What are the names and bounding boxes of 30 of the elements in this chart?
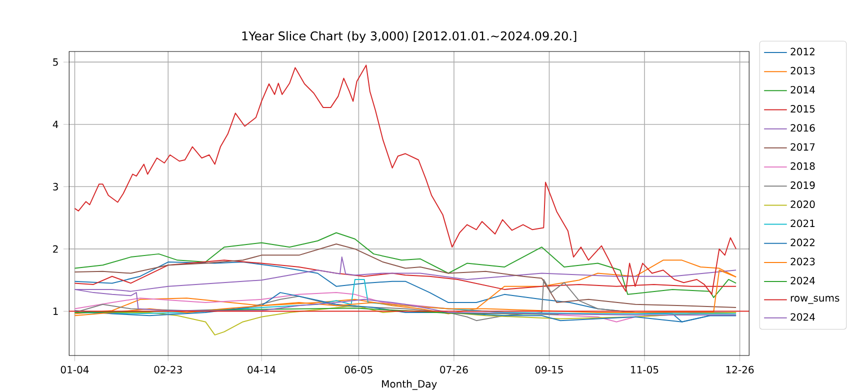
- legend-label: 2023: [790, 258, 815, 266]
- legend-label: 2013: [790, 66, 815, 74]
- legend-label: 2024: [790, 313, 815, 321]
- y-tick-label: 1: [53, 308, 58, 315]
- x-tick-label: 06-05: [344, 366, 372, 374]
- x-tick-label: 02-23: [154, 366, 182, 374]
- y-tick-label: 5: [53, 58, 58, 66]
- legend-label: 2024: [790, 276, 815, 284]
- chart-title: 1Year Slice Chart (by 3,000) [2012.01.01.~2024.09.20.]: [242, 31, 576, 43]
- x-tick-label: 11-05: [631, 366, 658, 374]
- legend-label: 2012: [790, 48, 814, 56]
- legend-label: 2020: [790, 200, 815, 208]
- x-tick-label: 12-26: [726, 366, 754, 374]
- y-tick-label: 2: [53, 245, 58, 253]
- legend-label: 2015: [790, 105, 815, 113]
- legend-label: 2019: [790, 181, 815, 189]
- legend-label: 2018: [790, 162, 815, 170]
- legend-label: 2021: [790, 220, 815, 228]
- x-axis-title: Month_Day: [382, 380, 437, 390]
- legend-label: 2014: [790, 86, 815, 94]
- legend-label: 2016: [790, 124, 815, 132]
- y-tick-label: 4: [52, 120, 58, 128]
- x-tick-label: 07-26: [440, 366, 468, 374]
- x-tick-label: 09-15: [535, 366, 563, 374]
- y-tick-label: 3: [53, 182, 58, 190]
- x-tick-label: 01-04: [60, 366, 89, 374]
- legend-label: 2022: [790, 238, 814, 246]
- legend-label: 2017: [790, 143, 815, 151]
- legend-label: row_sums: [790, 296, 840, 304]
- x-tick-label: 04-14: [248, 366, 276, 374]
